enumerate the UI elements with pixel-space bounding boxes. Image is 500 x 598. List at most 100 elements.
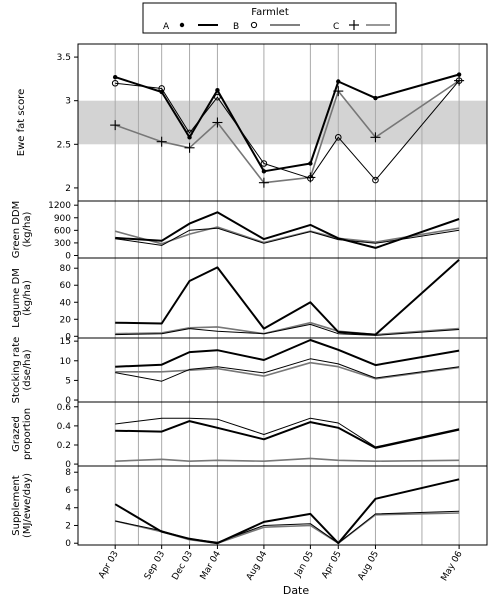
point-c [212, 117, 223, 128]
y-tick-label: 20 [60, 315, 72, 325]
point-c [333, 86, 344, 97]
y-tick-label: 5 [65, 376, 71, 386]
panel-frame [77, 257, 488, 339]
y-tick-label: 0 [65, 332, 71, 342]
y-tick-label: 40 [60, 298, 72, 308]
panel-frame [77, 465, 488, 546]
y-axis-label-line: Legume DM [11, 268, 22, 328]
point-b [158, 85, 165, 92]
point-b [372, 176, 379, 184]
y-tick-label: 1200 [48, 201, 71, 211]
y-tick-label: 4 [65, 504, 71, 514]
y-tick-label: 0.6 [57, 403, 72, 413]
y-axis-label-line: (dse/ha) [22, 349, 33, 390]
y-axis-label-line: Green DDM [11, 201, 22, 259]
point-a [261, 169, 267, 174]
x-axis: Apr 03 Sep 03 Dec 03 Mar 04 Aug 04 Jan 05 Apr … [97, 545, 465, 583]
x-tick-label: May 06 [440, 549, 465, 583]
y-axis-label-line: Supplement [11, 475, 22, 536]
legend-marker-c [349, 20, 359, 30]
series-line-b [115, 227, 460, 246]
x-axis-title: Date [283, 584, 310, 597]
legend: Farmlet A B C [142, 2, 397, 34]
y-tick-label: 2.5 [57, 140, 71, 150]
point-c [305, 172, 316, 183]
point-c [184, 142, 195, 153]
y-tick-label: 0.4 [57, 422, 72, 432]
legend-marker-a [179, 22, 185, 28]
panel-ewe: 2 2.5 3 3.5 Ewe fat score [16, 43, 488, 202]
y-axis-label: Stocking rate(dse/ha) [11, 337, 33, 404]
point-b [186, 129, 193, 137]
series-line-b [115, 510, 460, 544]
x-tick-label: Sep 03 [143, 550, 167, 582]
y-tick-label: 0.2 [57, 441, 71, 451]
series-line-a [115, 211, 460, 249]
y-axis-label-line: (MJ/ewe/day) [22, 473, 33, 538]
x-tick-label: Aug 05 [356, 550, 381, 583]
point-c [258, 177, 269, 188]
point-c [454, 75, 465, 86]
legend-label-c: C [333, 22, 339, 32]
series-line-a [114, 478, 460, 545]
series-line-a [115, 258, 460, 336]
x-tick-label: Dec 03 [171, 550, 196, 582]
point-a [456, 72, 462, 77]
x-tick-label: Aug 04 [245, 549, 270, 582]
y-axis-label-line: proportion [22, 408, 33, 460]
series-line-b [115, 323, 460, 336]
point-a [373, 95, 378, 101]
y-tick-label: 10 [60, 357, 72, 367]
y-axis-label: Green DDM(kg/ha) [11, 201, 33, 259]
y-tick-label: 60 [60, 281, 72, 291]
panel-frame [77, 401, 488, 467]
point-c [156, 136, 167, 147]
point-a [187, 135, 192, 140]
panel-grazed: 0 0.2 0.4 0.6 Grazedproportion [11, 401, 488, 470]
y-tick-label: 3 [65, 97, 71, 107]
point-b [111, 79, 119, 87]
y-axis-label: Supplement(MJ/ewe/day) [11, 473, 33, 538]
series-line-b [115, 358, 460, 382]
series-line-b [115, 417, 460, 448]
y-axis-label: Legume DM(kg/ha) [11, 268, 33, 328]
x-tick-label: Mar 04 [199, 549, 223, 581]
panel-supp: 0 2 4 6 8 Supplement(MJ/ewe/day) [11, 465, 488, 549]
x-tick-label: Apr 03 [97, 550, 121, 581]
series-line-b [115, 80, 460, 181]
panel-legume: 0 20 40 60 80 Legume DM(kg/ha) [11, 257, 488, 342]
legend-label-a: A [163, 22, 170, 32]
series-line-a [115, 339, 460, 368]
y-tick-label: 0 [65, 396, 71, 406]
y-tick-label: 900 [54, 214, 71, 224]
y-axis-label-line: (kg/ha) [22, 212, 33, 248]
y-tick-label: 2 [65, 184, 71, 194]
point-a [215, 88, 220, 93]
panel-green: 0 300 600 900 1200 Green DDM(kg/ha) [11, 200, 488, 261]
y-axis-label: Grazedproportion [11, 408, 33, 460]
y-tick-label: 0 [65, 251, 71, 261]
point-c [370, 132, 381, 143]
y-tick-label: 8 [65, 468, 71, 478]
shaded-band [78, 100, 487, 145]
y-tick-label: 600 [54, 226, 71, 236]
y-tick-label: 6 [65, 486, 71, 496]
y-tick-label: 0 [65, 539, 71, 549]
series-line-c [115, 361, 460, 380]
point-b [334, 134, 342, 141]
y-tick-label: 3.5 [57, 53, 71, 63]
point-a [336, 79, 341, 84]
panel-stocking: 0 5 10 15 Stocking rate(dse/ha) [11, 337, 488, 406]
y-axis-label-line: Ewe fat score [16, 89, 27, 156]
series-line-c [114, 226, 460, 245]
y-tick-label: 2 [65, 521, 71, 531]
point-a [112, 74, 118, 80]
series-line-c [115, 457, 460, 463]
point-b [260, 160, 268, 167]
y-axis-label: Ewe fat score [16, 89, 27, 156]
point-a [308, 161, 313, 166]
legend-label-b: B [233, 22, 239, 32]
series-line-a [115, 420, 460, 449]
